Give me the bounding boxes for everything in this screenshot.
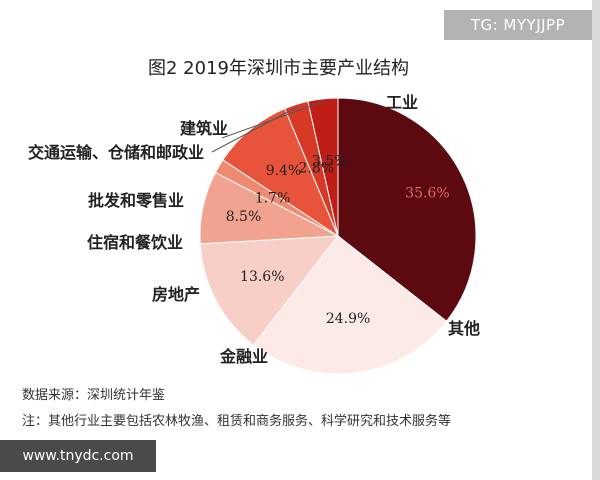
chart-title: 图2 2019年深圳市主要产业结构 bbox=[148, 58, 409, 79]
pie-slice-6 bbox=[222, 108, 340, 238]
slice-value-label: 3.5% bbox=[312, 154, 348, 170]
slice-value-label: 24.9% bbox=[326, 311, 370, 327]
slice-category-label: 住宿和餐饮业 bbox=[87, 233, 183, 252]
right-border bbox=[592, 0, 600, 480]
slice-category-label: 房地产 bbox=[152, 285, 200, 304]
slice-category-label: 交通运输、仓储和邮政业 bbox=[28, 143, 204, 162]
pie-slice-1 bbox=[337, 97, 477, 322]
leader-line bbox=[221, 101, 324, 139]
pie-slice-3 bbox=[199, 235, 340, 346]
slice-value-label: 8.5% bbox=[226, 209, 262, 225]
pie-slice-2 bbox=[252, 235, 448, 375]
chart-note: 注：其他行业主要包括农林牧渔、租赁和商务服务、科学研究和技术服务等 bbox=[22, 414, 452, 429]
slice-value-label: 13.6% bbox=[240, 269, 284, 285]
slice-category-label: 批发和零售业 bbox=[88, 191, 184, 210]
slice-category-label: 金融业 bbox=[219, 347, 268, 366]
slice-value-label: 1.7% bbox=[255, 191, 291, 207]
slice-value-label: 35.6% bbox=[405, 186, 449, 202]
slice-category-label: 其他 bbox=[448, 319, 480, 338]
leader-line bbox=[211, 106, 298, 153]
site-watermark: www.tnydc.com bbox=[0, 440, 156, 472]
data-source: 数据来源：深圳统计年鉴 bbox=[22, 388, 166, 403]
telegram-watermark: TG: MYYJJPP bbox=[444, 10, 592, 40]
slice-category-label: 建筑业 bbox=[180, 119, 228, 138]
slice-category-label: 工业 bbox=[386, 93, 418, 112]
slice-value-label: 2.8% bbox=[299, 161, 335, 177]
slice-value-label: 9.4% bbox=[266, 163, 302, 179]
pie-slice-8 bbox=[307, 97, 339, 237]
